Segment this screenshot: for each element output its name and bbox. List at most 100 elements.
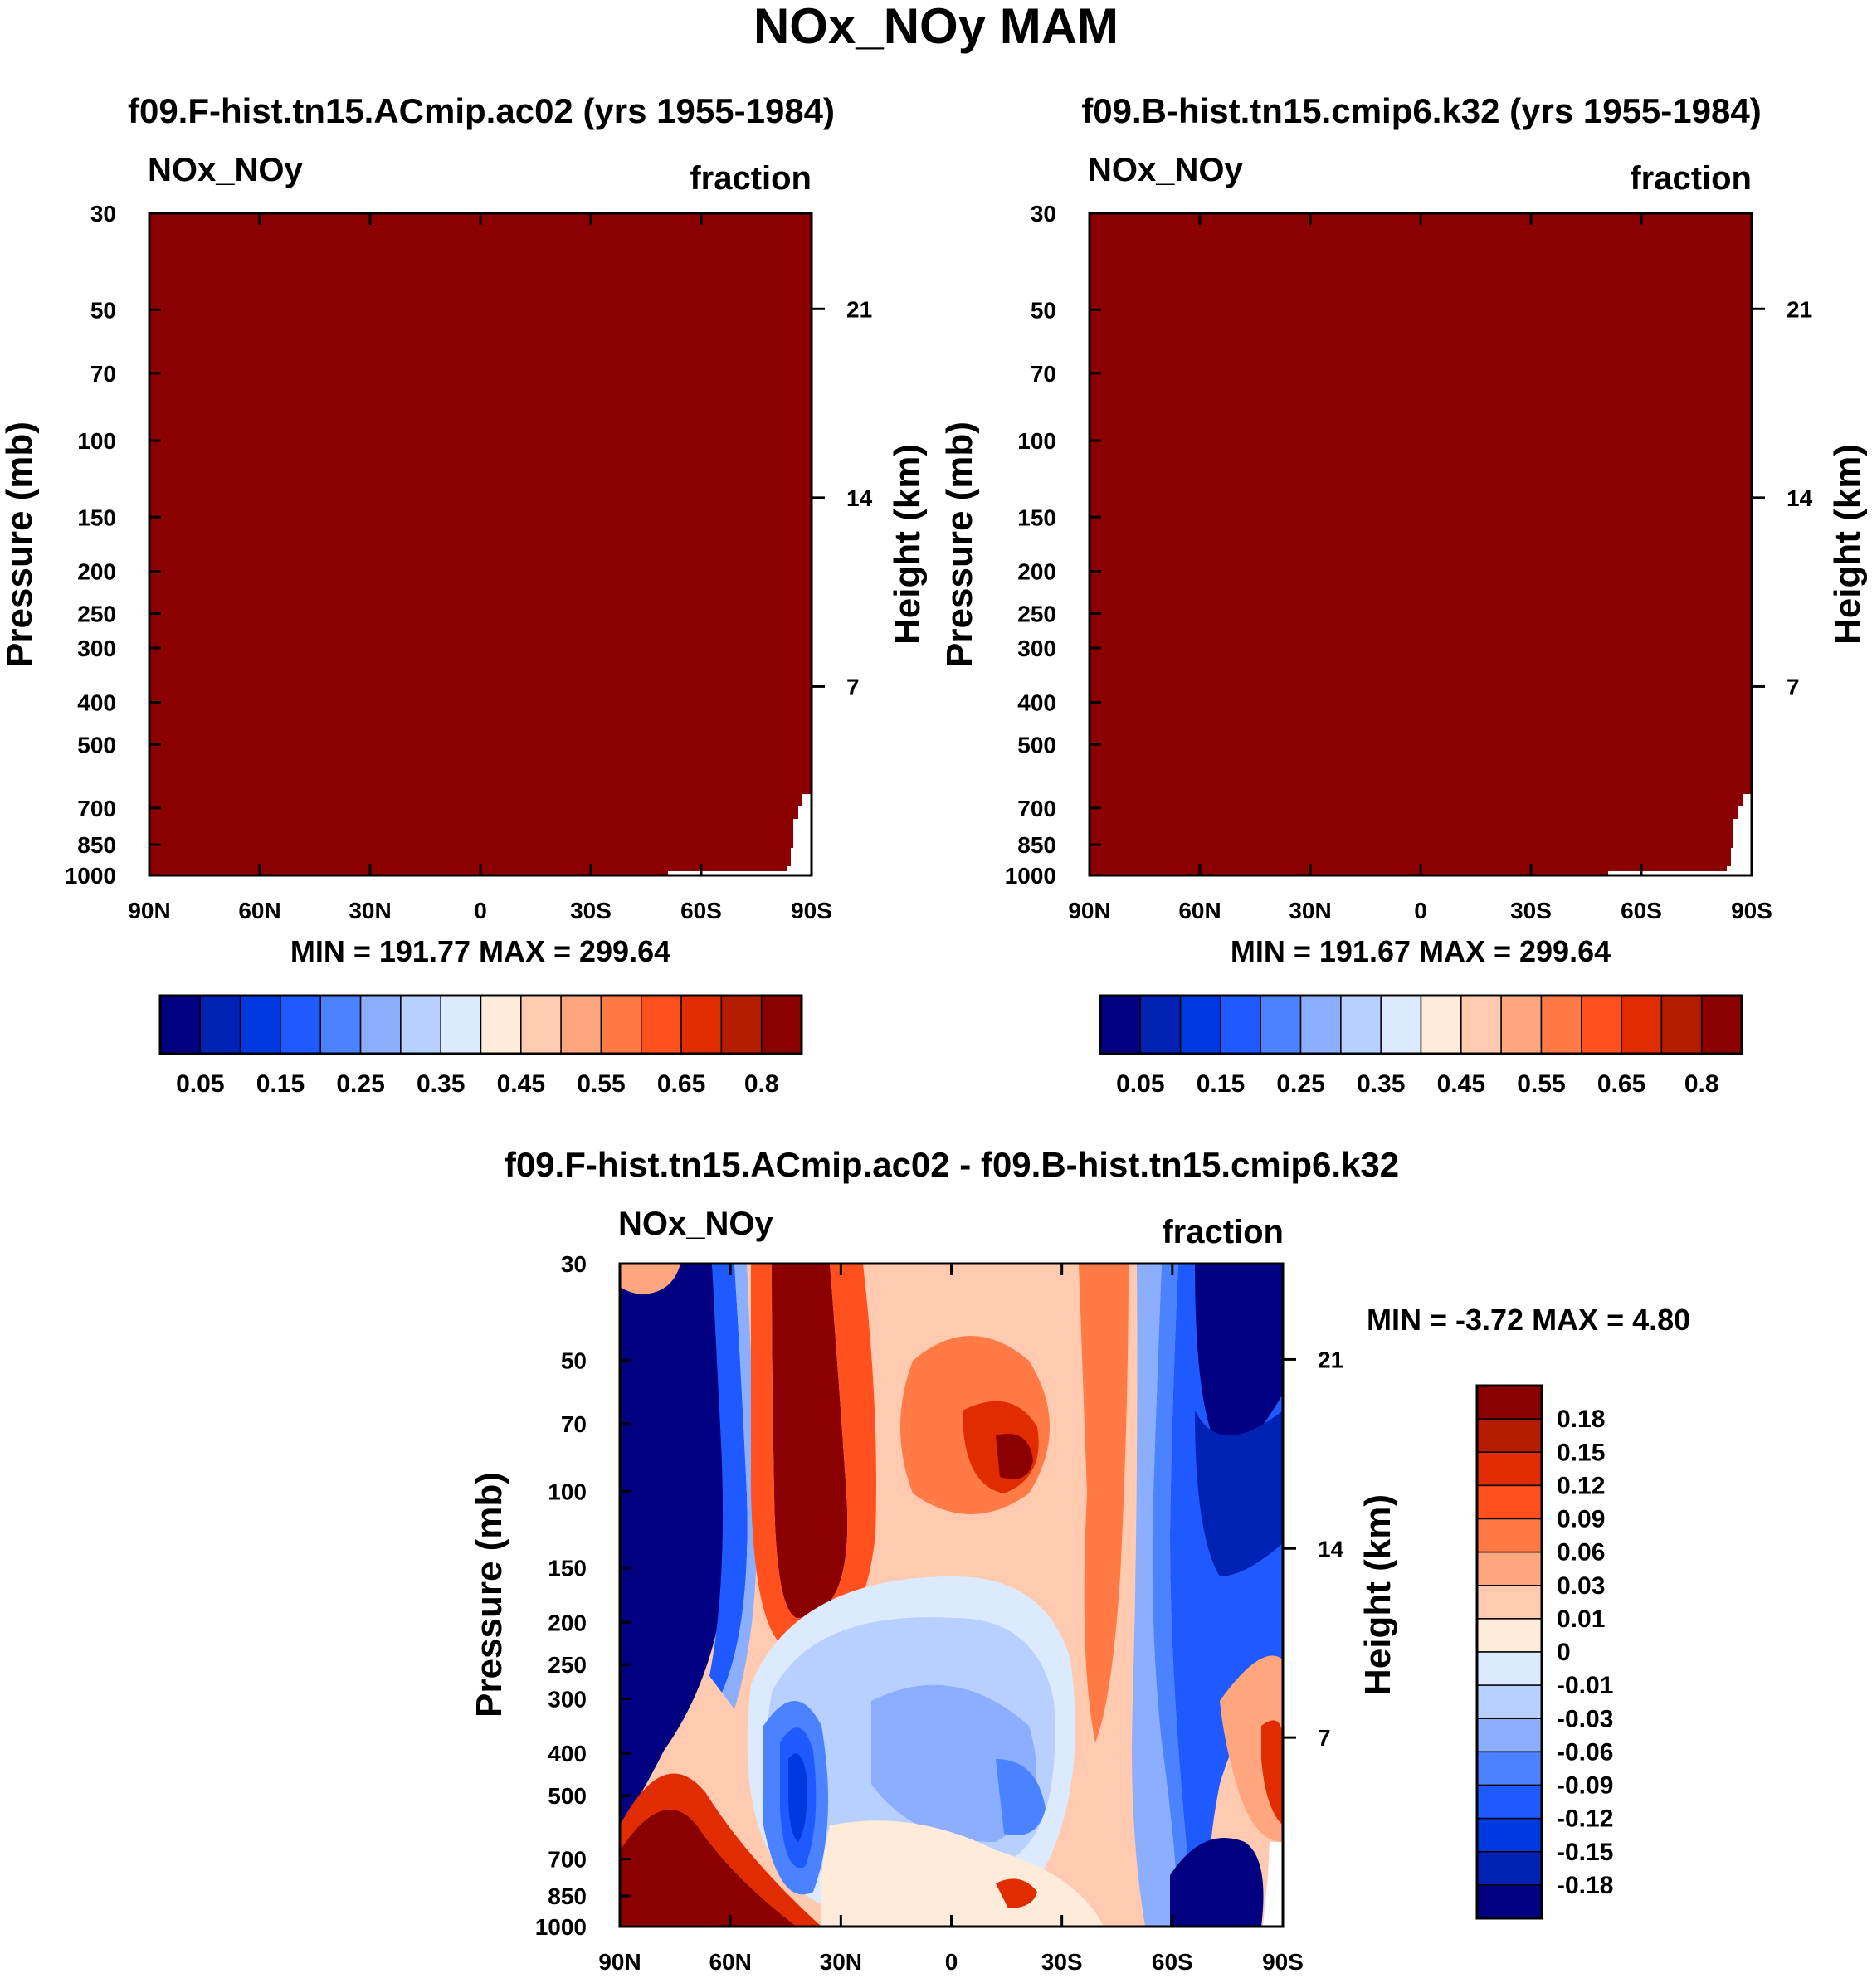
panel-diff-y-ticks: 30 50 70 100 150 200 250 300 400 500 700 850 1000 <box>535 1251 631 1940</box>
panel-b-colorbar: 0.05 0.15 0.25 0.35 0.45 0.55 0.65 0.8 <box>1099 994 1743 1098</box>
panel-a-y-tick-label: 50 <box>90 297 116 323</box>
panel-b-height-tick-label: 14 <box>1787 485 1813 511</box>
panel-a-y-tick-label: 70 <box>90 361 116 387</box>
panel-diff-y-tick-label: 100 <box>548 1479 587 1504</box>
panel-diff-y-tick-label: 500 <box>548 1783 587 1809</box>
panel-a-colorbar-swatch <box>641 995 682 1055</box>
panel-b-x-ticks: 90N 60N 30N 0 30S 60S 90S <box>1068 213 1772 923</box>
panel-diff-y-tick-label: 250 <box>548 1652 587 1678</box>
panel-b-colorbar-swatch <box>1260 995 1302 1055</box>
panel-a-y-tick-label: 300 <box>77 636 116 661</box>
panel-b-colorbar-swatch <box>1380 995 1422 1055</box>
panel-b-ylabel-right: Height (km) <box>1827 444 1868 645</box>
panel-a-colorbar-label: 0.65 <box>657 1070 705 1098</box>
panel-a-x-tick-label: 90N <box>128 898 170 923</box>
panel-b-y-tick-label: 850 <box>1017 832 1056 858</box>
panel-diff-ylabel-right: Height (km) <box>1358 1494 1398 1695</box>
panel-diff-colorbar-label: 0.06 <box>1557 1539 1605 1567</box>
panel-a-colorbar-swatch <box>440 995 482 1055</box>
panel-a-x-tick-label: 30S <box>570 898 612 923</box>
panel-diff-colorbar-label: -0.06 <box>1557 1738 1613 1766</box>
panel-a-y-tick-label: 500 <box>77 732 116 758</box>
panel-a-variable-label: NOx_NOy <box>148 152 303 188</box>
panel-b-y-tick-label: 100 <box>1017 428 1056 454</box>
panel-b-colorbar-label: 0.05 <box>1116 1070 1164 1098</box>
panel-a-colorbar-swatch <box>359 995 402 1055</box>
panel-a-y-tick-label: 250 <box>77 602 116 627</box>
panel-diff-y-tick-label: 700 <box>548 1847 587 1873</box>
panel-diff-colorbar-label: -0.09 <box>1557 1772 1613 1800</box>
panel-a-colorbar-swatch <box>520 995 562 1055</box>
panel-diff-colorbar-swatch <box>1476 1784 1543 1820</box>
panel-diff-x-tick-label: 60N <box>709 1949 751 1975</box>
panel-diff-units-label: fraction <box>1162 1214 1284 1250</box>
panel-b-y-tick-label: 1000 <box>1005 863 1056 889</box>
panel-b-y-ticks: 30 50 70 100 150 200 250 300 400 500 700 850 1000 <box>1005 201 1101 889</box>
panel-b-units-label: fraction <box>1630 160 1752 197</box>
panel-a-y-ticks: 30 50 70 100 150 200 250 300 400 500 700 850 1000 <box>65 201 161 889</box>
panel-diff-colorbar-swatch <box>1476 1518 1543 1553</box>
panel-diff-x-tick-label: 60S <box>1152 1949 1193 1975</box>
panel-diff-colorbar-swatch <box>1476 1418 1543 1453</box>
panel-b-height-tick-label: 7 <box>1787 674 1800 699</box>
panel-b-colorbar-swatch <box>1460 995 1502 1055</box>
panel-diff-x-ticks: 90N 60N 30N 0 30S 60S 90S <box>598 1264 1304 1975</box>
panel-a-y-tick-label: 100 <box>77 428 116 454</box>
panel-a-colorbar-label: 0.8 <box>744 1070 779 1098</box>
panel-diff-x-tick-label: 30S <box>1041 1949 1083 1975</box>
panel-b-colorbar-frame <box>1099 994 1743 1055</box>
panel-a-stats: MIN = 191.77 MAX = 299.64 <box>290 934 670 968</box>
panel-a-colorbar-label: 0.55 <box>577 1070 625 1098</box>
panel-b-title: f09.B-hist.tn15.cmip6.k32 (yrs 1955-1984… <box>1081 91 1761 130</box>
panel-a-y-tick-label: 200 <box>77 559 116 585</box>
panel-diff-y-tick-label: 850 <box>548 1883 587 1909</box>
panel-b-y-tick-label: 200 <box>1017 559 1056 585</box>
panel-diff-colorbar-swatch <box>1476 1385 1543 1420</box>
panel-a-colorbar-swatch <box>400 995 441 1055</box>
panel-a-y-tick-label: 150 <box>77 504 116 530</box>
panel-a-units-label: fraction <box>690 160 812 197</box>
panel-diff-colorbar-label: 0.01 <box>1557 1606 1605 1633</box>
panel-a-colorbar-label: 0.15 <box>256 1070 305 1098</box>
panel-diff-colorbar-swatch <box>1476 1684 1543 1719</box>
panel-a-x-tick-label: 90S <box>791 898 832 923</box>
panel-diff-y-tick-label: 50 <box>561 1347 587 1373</box>
panel-a-height-ticks: 21 14 7 <box>812 296 873 699</box>
panel-a-ylabel: Pressure (mb) <box>0 421 40 667</box>
panel-diff-colorbar-swatch <box>1476 1451 1543 1487</box>
panel-b-y-tick-label: 250 <box>1017 602 1056 627</box>
panel-b-ylabel: Pressure (mb) <box>939 421 980 667</box>
panel-b-colorbar-swatch <box>1700 995 1743 1055</box>
panel-b-colorbar-label: 0.45 <box>1437 1070 1485 1098</box>
panel-a-y-tick-label: 30 <box>90 201 116 227</box>
panel-a-colorbar-swatch <box>319 995 362 1055</box>
panel-a-height-tick-label: 21 <box>846 296 872 322</box>
panel-b-y-tick-label: 500 <box>1017 732 1056 758</box>
panel-diff-stats: MIN = -3.72 MAX = 4.80 <box>1367 1303 1690 1337</box>
panel-a-missing-region <box>668 794 812 875</box>
panel-diff-colorbar-frame <box>1475 1384 1543 1920</box>
panel-a-x-tick-label: 60N <box>238 898 280 923</box>
panel-a-y-tick-label: 400 <box>77 689 116 715</box>
panel-diff-variable-label: NOx_NOy <box>618 1206 773 1242</box>
panel-a-height-tick-label: 7 <box>846 674 860 699</box>
panel-a-title: f09.F-hist.tn15.ACmip.ac02 (yrs 1955-198… <box>128 91 835 130</box>
panel-b-colorbar-swatch <box>1139 995 1182 1055</box>
panel-b-colorbar-swatch <box>1340 995 1382 1055</box>
panel-b-y-tick-label: 30 <box>1031 201 1056 227</box>
panel-b-x-tick-label: 30S <box>1510 898 1552 923</box>
panel-diff-colorbar-swatch <box>1476 1651 1543 1686</box>
panel-a-colorbar-label: 0.45 <box>497 1070 545 1098</box>
panel-b-colorbar-label: 0.8 <box>1684 1070 1719 1098</box>
panel-diff-colorbar-label: 0.12 <box>1557 1472 1605 1499</box>
panel-a-colorbar-frame <box>158 994 803 1055</box>
panel-a-field <box>149 213 812 875</box>
panel-b-height-tick-label: 21 <box>1787 296 1812 322</box>
panel-diff-colorbar-swatch <box>1476 1884 1543 1919</box>
panel-b-colorbar-label: 0.55 <box>1517 1070 1565 1098</box>
panel-a-colorbar-swatch <box>560 995 602 1055</box>
panel-a-colorbar-swatch <box>239 995 281 1055</box>
panel-diff-colorbar-swatch <box>1476 1551 1543 1586</box>
panel-diff-contours <box>620 1264 1283 1927</box>
panel-diff: f09.F-hist.tn15.ACmip.ac02 - f09.B-hist.… <box>469 1145 1690 1975</box>
